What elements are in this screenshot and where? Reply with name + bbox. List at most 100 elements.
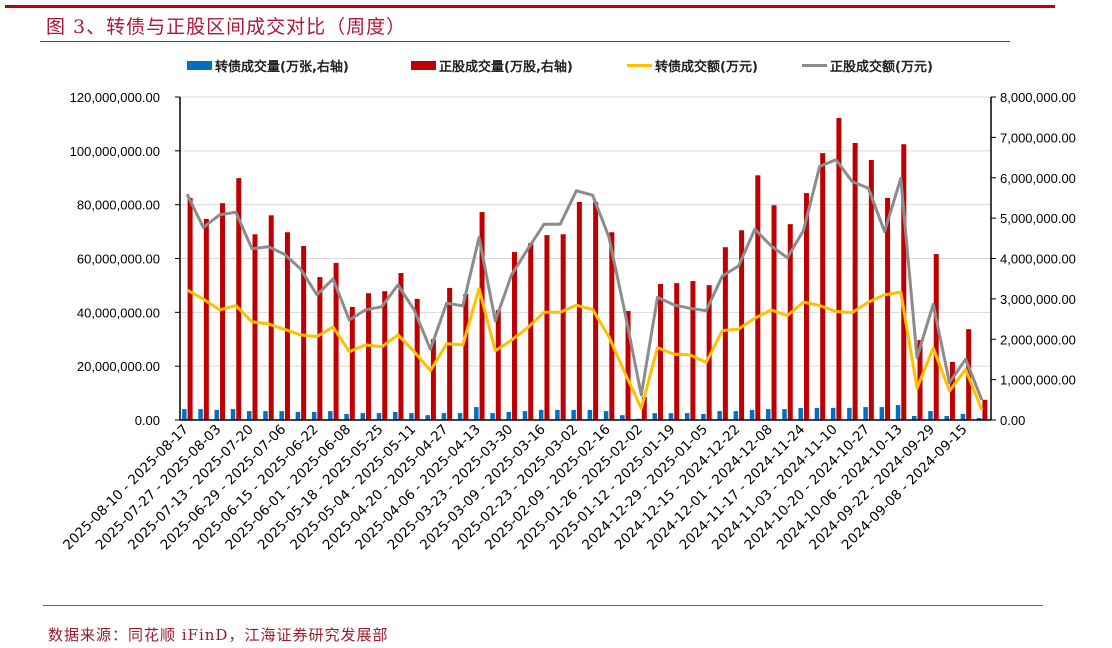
bond-volume-bar <box>912 415 917 420</box>
stock-volume-bar <box>641 396 647 420</box>
stock-volume-bar <box>284 232 290 420</box>
left-axis-tick-label: 100,000,000.00 <box>70 144 160 159</box>
stock-volume-bar <box>868 159 874 421</box>
bond-volume-bar <box>555 409 560 420</box>
bond-volume-bar <box>847 407 852 420</box>
bond-volume-bar <box>863 407 868 420</box>
bond-volume-bar <box>328 411 333 420</box>
stock-volume-bar <box>739 230 745 420</box>
bond-volume-bar <box>960 413 966 420</box>
stock-volume-bar <box>430 339 436 420</box>
stock-volume-bar <box>301 245 307 420</box>
stock-volume-bar <box>901 144 907 420</box>
bond-volume-bar <box>782 409 787 420</box>
stock-volume-bar <box>528 243 534 420</box>
stock-volume-bar <box>333 262 339 420</box>
stock-volume-bar <box>268 215 274 420</box>
bond-volume-bar <box>376 413 382 420</box>
bond-volume-bar <box>506 411 512 420</box>
top-rule <box>5 5 1055 8</box>
right-axis-tick-label: 8,000,000.00 <box>1000 90 1076 105</box>
title-rule <box>40 41 1010 42</box>
bond-volume-bar <box>652 413 657 420</box>
bond-volume-bar <box>928 411 933 420</box>
bond-volume-bar <box>409 413 414 420</box>
legend-swatch <box>411 61 436 70</box>
stock-volume-bar <box>803 193 809 420</box>
left-axis-tick-label: 120,000,000.00 <box>70 90 160 105</box>
stock-volume-bar <box>382 291 388 420</box>
right-axis-tick-label: 3,000,000.00 <box>1000 292 1076 307</box>
bond-volume-bar <box>263 411 268 420</box>
bond-volume-bar <box>571 409 576 420</box>
bond-volume-bar <box>944 415 949 420</box>
legend-swatch <box>627 64 652 67</box>
bond-volume-bar <box>684 413 690 420</box>
bond-volume-bar <box>733 411 739 420</box>
stock-volume-bar <box>398 273 404 420</box>
bond-volume-bar <box>895 405 901 420</box>
right-axis-tick-label: 2,000,000.00 <box>1000 332 1076 347</box>
stock-volume-bar <box>414 298 420 420</box>
stock-volume-bar <box>447 287 453 420</box>
left-axis-tick-label: 40,000,000.00 <box>77 305 160 320</box>
bond-volume-bar <box>749 409 755 420</box>
bond-volume-bar <box>360 413 366 420</box>
stock-volume-bar <box>203 218 209 420</box>
stock-volume-bar <box>674 283 680 420</box>
figure-title: 图 3、转债与正股区间成交对比（周度） <box>46 16 407 38</box>
stock-volume-bar <box>706 285 712 420</box>
bond-volume-bar <box>214 409 220 420</box>
bond-volume-bar <box>620 415 625 420</box>
stock-volume-bar <box>836 117 842 421</box>
stock-volume-bar <box>933 254 939 420</box>
stock-volume-bar <box>982 399 988 420</box>
stock-volume-bar <box>479 212 485 420</box>
right-axis-tick-label: 0.00 <box>1000 413 1025 428</box>
legend-item-stock-volume: 正股成交量(万股,右轴) <box>411 56 573 75</box>
stock-volume-bar <box>576 201 582 420</box>
legend-item-stock-amount: 正股成交额(万元) <box>802 56 933 75</box>
bond-volume-bar <box>392 411 398 420</box>
stock-volume-bar <box>187 197 193 420</box>
stock-volume-bar <box>349 306 355 420</box>
stock-volume-bar <box>463 294 469 420</box>
stock-volume-bar <box>544 235 550 420</box>
stock-volume-bar <box>220 203 226 420</box>
left-axis-tick-label: 20,000,000.00 <box>77 359 160 374</box>
right-axis-tick-label: 5,000,000.00 <box>1000 211 1076 226</box>
bond-volume-bar <box>538 409 544 420</box>
bond-volume-bar <box>425 415 430 420</box>
bond-volume-bar <box>668 413 674 420</box>
bond-volume-bar <box>522 411 528 420</box>
legend-label: 转债成交量(万张,右轴) <box>215 60 349 75</box>
stock-volume-bar <box>560 234 566 420</box>
bond-volume-bar <box>701 413 706 420</box>
bond-volume-bar <box>490 413 495 420</box>
stock-volume-bar <box>771 205 777 420</box>
bond-volume-bar <box>198 409 203 420</box>
bond-volume-bar <box>182 409 187 420</box>
stock-volume-bar <box>852 143 858 420</box>
stock-volume-bar <box>252 234 258 420</box>
right-axis-tick-label: 1,000,000.00 <box>1000 373 1076 388</box>
stock-volume-bar <box>755 175 761 420</box>
stock-volume-bar <box>236 178 242 420</box>
bond-amount-line <box>186 287 984 411</box>
left-axis-tick-label: 80,000,000.00 <box>77 198 160 213</box>
bond-volume-bar <box>344 413 349 420</box>
legend-label: 正股成交额(万元) <box>830 60 933 75</box>
stock-volume-bar <box>657 283 663 420</box>
legend-swatch <box>802 64 827 67</box>
legend-item-bond-amount: 转债成交额(万元) <box>627 56 758 75</box>
bond-volume-bar <box>717 411 722 420</box>
left-axis-tick-label: 60,000,000.00 <box>77 252 160 267</box>
stock-volume-bar <box>366 293 372 420</box>
stock-volume-bar <box>495 310 501 420</box>
stock-volume-bar <box>949 361 955 420</box>
bond-volume-bar <box>441 413 447 420</box>
bond-volume-bar <box>311 411 317 420</box>
legend-label: 正股成交量(万股,右轴) <box>439 60 573 75</box>
stock-volume-bar <box>787 224 793 420</box>
